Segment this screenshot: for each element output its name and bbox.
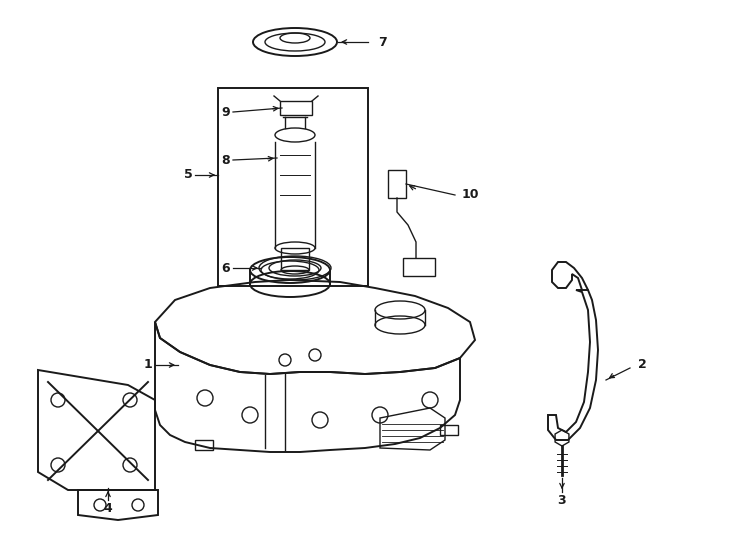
Bar [388, 170, 406, 198]
Bar [218, 88, 368, 286]
Text: 1: 1 [144, 359, 153, 372]
Text: 3: 3 [558, 494, 567, 507]
Text: 7: 7 [378, 36, 387, 49]
Bar [440, 425, 458, 435]
Text: 8: 8 [222, 153, 230, 166]
Bar [281, 248, 309, 270]
Text: 10: 10 [462, 188, 479, 201]
Text: 6: 6 [222, 261, 230, 274]
Bar [403, 258, 435, 276]
Text: 9: 9 [222, 105, 230, 118]
Bar [195, 440, 213, 450]
Text: 4: 4 [103, 502, 112, 515]
Bar [280, 101, 312, 115]
Text: 5: 5 [184, 168, 192, 181]
Text: 2: 2 [638, 359, 647, 372]
